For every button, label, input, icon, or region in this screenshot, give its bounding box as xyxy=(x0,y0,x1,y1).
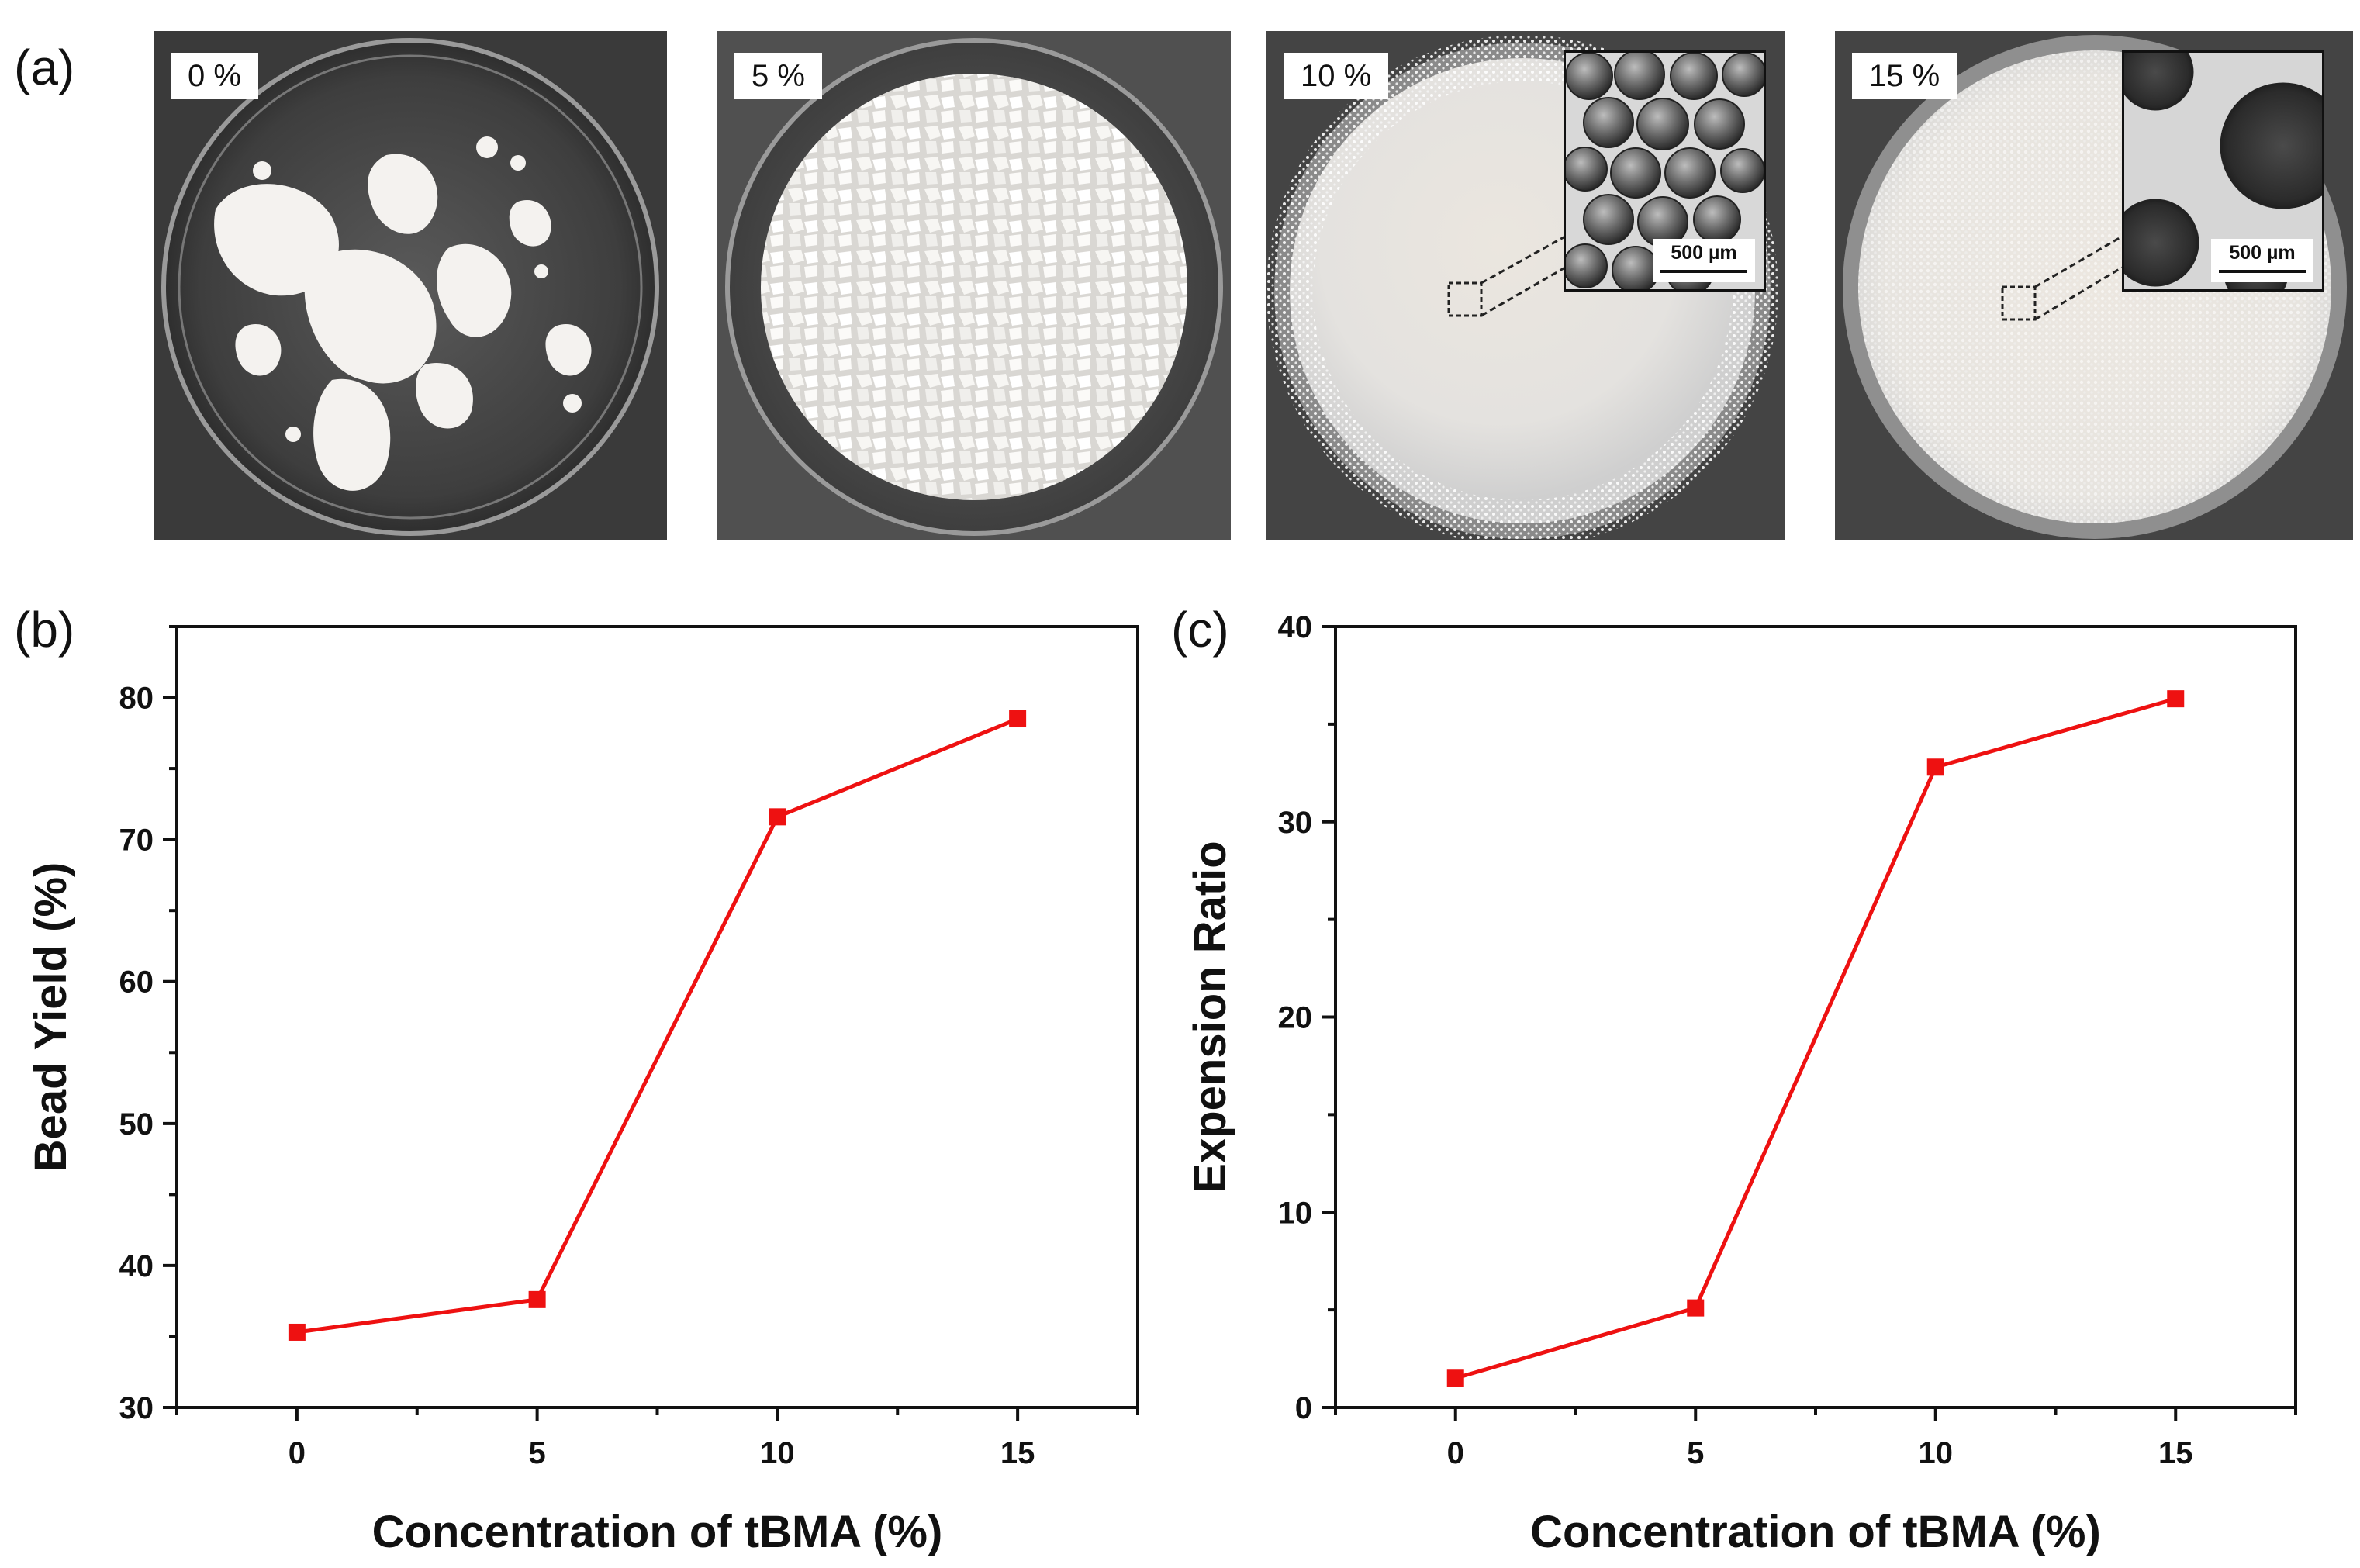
x-tick-label: 10 xyxy=(760,1436,795,1470)
photo-label-5: 5 % xyxy=(734,53,822,99)
y-tick-label: 30 xyxy=(1278,806,1313,840)
data-point xyxy=(1446,1369,1464,1387)
data-point xyxy=(1926,758,1944,776)
petri-dish-beads-dense-image xyxy=(1835,31,2353,540)
scale-bar-text-10: 500 µm xyxy=(1671,242,1737,264)
series-line xyxy=(296,717,1019,1335)
y-tick-label: 40 xyxy=(119,1249,154,1283)
photo-label-15: 15 % xyxy=(1852,53,1957,99)
scale-bar-line-10 xyxy=(1660,270,1747,273)
panel-c-letter: (c) xyxy=(1171,602,1229,658)
data-point xyxy=(769,808,786,826)
data-point xyxy=(1009,710,1027,728)
photo-0-percent: 0 % xyxy=(154,31,667,540)
y-tick-label: 70 xyxy=(119,824,154,858)
data-point xyxy=(2167,690,2185,708)
plot-frame xyxy=(1334,625,2297,1409)
x-tick-label: 0 xyxy=(1447,1436,1464,1470)
data-point xyxy=(528,1290,546,1308)
data-point xyxy=(1687,1299,1705,1317)
panel-a-letter: (a) xyxy=(14,40,75,95)
y-axis-label: Expension Ratio xyxy=(1185,841,1235,1193)
data-point xyxy=(288,1323,306,1341)
plot-frame xyxy=(175,625,1139,1409)
photo-15-percent: 500 µm 15 % xyxy=(1835,31,2353,540)
x-tick-label: 15 xyxy=(2158,1436,2193,1470)
y-axis-label: Bead Yield (%) xyxy=(26,862,76,1173)
photo-label-10: 10 % xyxy=(1284,53,1389,99)
x-tick-label: 15 xyxy=(1000,1436,1035,1470)
chart-0: 0 5 10 15 30 40 50 60 70 80 Concentration of tBMA … xyxy=(26,625,1139,1557)
x-tick-label: 10 xyxy=(1919,1436,1954,1470)
y-tick-label: 10 xyxy=(1278,1196,1313,1230)
micrograph-inset-15: 500 µm xyxy=(2122,50,2324,292)
y-tick-label: 20 xyxy=(1278,1001,1313,1035)
x-axis-label: Concentration of tBMA (%) xyxy=(372,1507,943,1557)
petri-dish-chunks-image xyxy=(154,31,667,540)
y-tick-label: 50 xyxy=(119,1107,154,1141)
y-tick-label: 0 xyxy=(1295,1391,1312,1425)
y-tick-label: 40 xyxy=(1278,610,1313,644)
micrograph-inset-10: 500 µm xyxy=(1564,50,1766,292)
x-tick-label: 5 xyxy=(1687,1436,1704,1470)
scale-bar-text-15: 500 µm xyxy=(2229,242,2296,264)
y-tick-label: 30 xyxy=(119,1391,154,1425)
series-line xyxy=(1455,696,2176,1380)
y-tick-label: 60 xyxy=(119,965,154,1000)
photo-10-percent: 500 µm 10 % xyxy=(1266,31,1785,540)
photo-5-percent: 5 % xyxy=(717,31,1231,540)
x-tick-label: 5 xyxy=(529,1436,546,1470)
scale-bar-10: 500 µm xyxy=(1653,239,1755,282)
scale-bar-15: 500 µm xyxy=(2211,239,2313,282)
x-tick-label: 0 xyxy=(289,1436,306,1470)
x-axis-label: Concentration of tBMA (%) xyxy=(1530,1507,2101,1557)
petri-dish-granules-image xyxy=(717,31,1231,540)
y-tick-label: 80 xyxy=(119,682,154,716)
scale-bar-line-15 xyxy=(2219,270,2306,273)
panel-b-letter: (b) xyxy=(14,602,75,658)
photo-label-0: 0 % xyxy=(171,53,258,99)
chart-1: 0 5 10 15 0 10 20 30 40 Concentration of tBMA (%)… xyxy=(1185,610,2297,1557)
